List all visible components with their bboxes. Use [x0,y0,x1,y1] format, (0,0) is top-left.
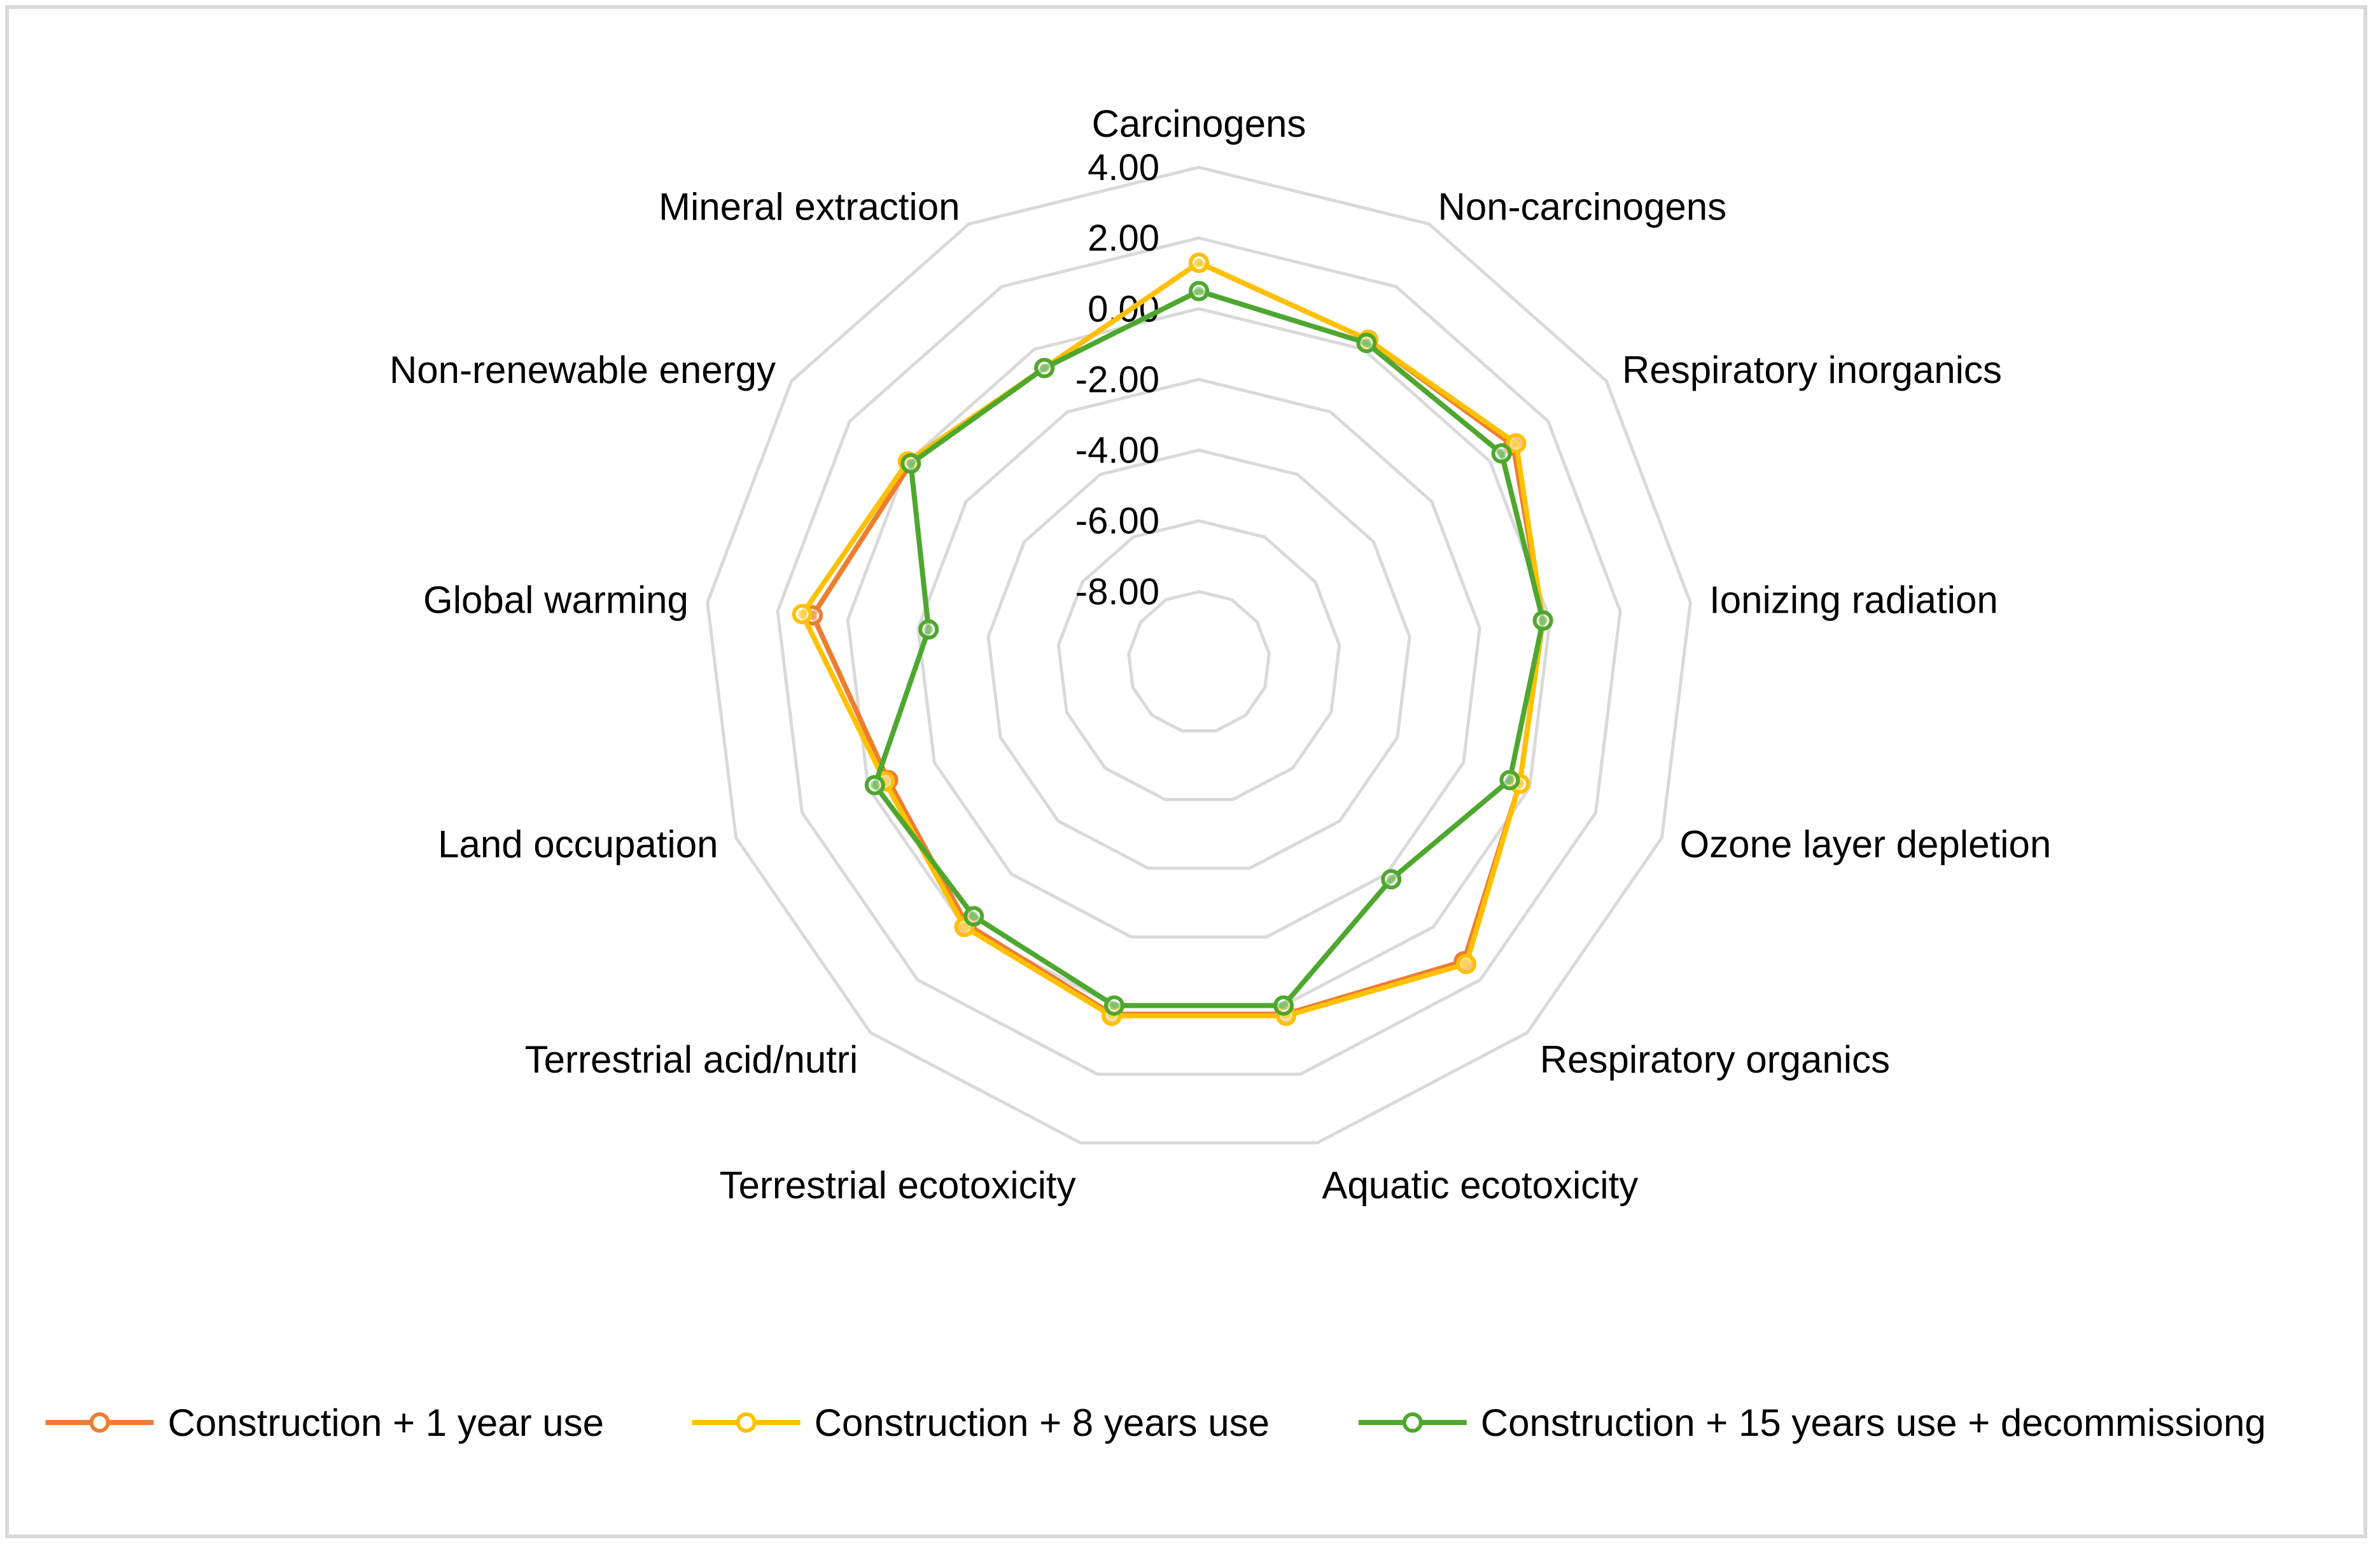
category-label: Aquatic ecotoxicity [1322,1164,1638,1207]
grid-ring [1056,519,1341,802]
data-point-fill [1040,363,1049,373]
grid-ring [776,236,1622,1076]
tick-label: -8.00 [1075,571,1159,613]
category-label: Land occupation [438,823,718,866]
data-point [1189,253,1209,273]
data-point [918,619,939,640]
data-point-fill [1362,338,1371,348]
data-point [1499,770,1520,791]
category-label: Terrestrial ecotoxicity [719,1164,1075,1207]
category-label: Global warming [423,579,689,622]
data-point [1532,610,1553,631]
legend-label: Construction + 8 years use [815,1401,1270,1444]
data-point [792,604,813,625]
tick-label: -2.00 [1075,359,1159,400]
data-point [1034,358,1055,379]
data-point-fill [906,459,916,468]
chart-frame: 4.00 2.00 0.00 -2.00 -4.00 -6.00 -8.00 Carcino… [5,5,2367,1538]
category-label: Respiratory inorganics [1622,349,2002,391]
data-point-fill [1511,438,1521,448]
series-1 [802,253,1553,1025]
tick-label-layer: 4.002.000.00-2.00-4.00-6.00-8.00 [1075,147,1159,613]
data-point-fill [797,609,807,619]
series-line [810,260,1546,1017]
category-label: Ionizing radiation [1709,579,1998,622]
tick-label: 4.00 [1088,147,1159,188]
category-label: Mineral extraction [659,186,960,228]
legend: Construction + 1 year use Construction + … [45,1401,2266,1444]
data-point [864,775,885,796]
category-label: Ozone layer depletion [1680,823,2052,866]
data-point [1273,995,1294,1016]
data-point-fill [1110,1001,1119,1010]
data-point-fill [870,781,879,790]
data-point [1356,333,1377,354]
category-label: Non-carcinogens [1438,186,1727,228]
series-3 [864,281,1553,1016]
data-point-fill [969,912,979,921]
grid-layer [706,165,1692,1144]
data-point-fill [1538,616,1548,625]
category-label: Terrestrial acid/nutri [525,1038,858,1081]
legend-label: Construction + 15 years use + decommissi… [1481,1401,2266,1444]
series-layer [792,253,1553,1026]
data-point-fill [1279,1001,1288,1010]
legend-item-1: Construction + 1 year use [45,1401,604,1444]
legend-item-2: Construction + 8 years use [692,1401,1270,1444]
data-point [1491,443,1512,464]
data-point [1104,995,1124,1016]
data-point [1456,954,1477,975]
category-label-layer: Carcinogens Non-carcinogens Respiratory in… [389,102,2051,1207]
tick-label: -6.00 [1075,501,1159,542]
data-point [1506,433,1527,454]
category-label: Respiratory organics [1540,1038,1890,1081]
tick-label: -4.00 [1075,430,1159,471]
data-point-fill [1505,776,1515,785]
grid-ring [1127,590,1271,733]
data-point-fill [1194,286,1203,296]
grid-ring [706,165,1692,1144]
legend-marker [1402,1412,1423,1433]
data-point-fill [1387,875,1396,884]
grid-ring [916,377,1481,939]
series-line [872,288,1546,1008]
data-point-fill [1497,449,1506,458]
legend-marker [89,1412,110,1433]
grid-ring [986,449,1411,870]
data-point-fill [924,625,934,634]
data-point [1381,869,1402,890]
data-point-fill [960,922,969,931]
category-label: Carcinogens [1092,102,1306,145]
legend-marker [736,1412,757,1433]
data-point [900,453,921,474]
data-point-fill [1462,959,1471,969]
category-label: Non-renewable energy [389,349,776,391]
legend-item-3: Construction + 15 years use + decommissi… [1358,1401,2266,1444]
data-point [963,906,984,927]
series-line [799,260,1546,1019]
legend-label: Construction + 1 year use [168,1401,604,1444]
radar-chart: 4.002.000.00-2.00-4.00-6.00-8.00 Carcino… [45,102,2266,1444]
data-point [1189,281,1209,302]
data-point-fill [1194,258,1203,267]
tick-label: 2.00 [1088,218,1159,259]
